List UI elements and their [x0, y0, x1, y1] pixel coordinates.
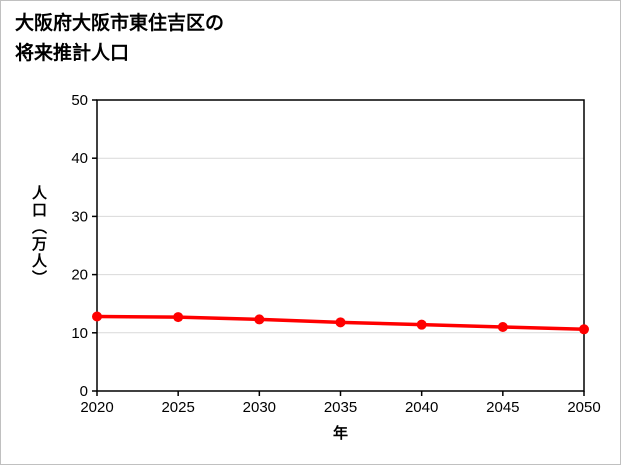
y-tick-label: 40 — [71, 150, 88, 167]
y-tick-label: 20 — [71, 267, 88, 284]
data-point — [92, 311, 102, 322]
y-axis-label: 人口（万人） — [30, 185, 47, 287]
chart-title-line2: 将来推計人口 — [15, 43, 130, 64]
x-tick-label: 2030 — [243, 399, 276, 416]
x-tick-label: 2040 — [405, 399, 438, 416]
data-point — [416, 319, 427, 330]
chart-title-line1: 大阪府大阪市東住吉区の — [15, 13, 225, 34]
x-axis-label: 年 — [332, 425, 348, 442]
data-point — [497, 321, 508, 332]
data-point — [254, 314, 265, 325]
plot-area — [97, 100, 584, 391]
x-tick-label: 2050 — [567, 399, 600, 416]
data-point — [579, 324, 589, 335]
x-tick-label: 2020 — [80, 399, 113, 416]
x-tick-label: 2035 — [324, 399, 357, 416]
y-tick-label: 0 — [80, 383, 88, 400]
y-tick-label: 10 — [71, 325, 88, 342]
data-point — [335, 317, 346, 328]
y-tick-label: 50 — [71, 92, 88, 109]
x-tick-label: 2045 — [486, 399, 519, 416]
chart-title: 大阪府大阪市東住吉区の 将来推計人口 — [15, 9, 224, 69]
y-tick-label: 30 — [71, 208, 88, 225]
data-point — [173, 312, 184, 323]
x-tick-label: 2025 — [161, 399, 194, 416]
